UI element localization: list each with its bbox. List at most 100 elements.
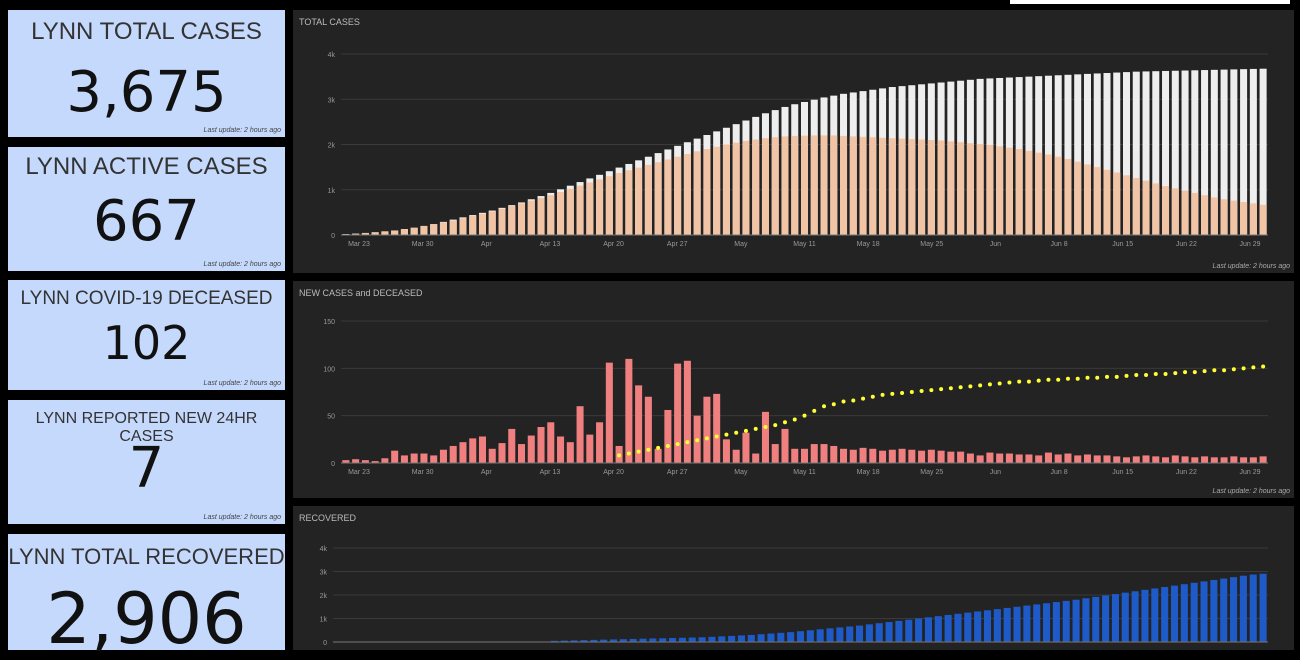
deceased-point xyxy=(656,445,661,450)
deceased-point xyxy=(831,402,836,407)
new-cases-bar xyxy=(352,459,360,463)
active-cases-bar xyxy=(908,139,916,235)
active-cases-bar xyxy=(1162,186,1170,235)
y-tick-label: 50 xyxy=(327,414,335,421)
deceased-point xyxy=(773,423,778,428)
recovered-bar xyxy=(1023,605,1031,642)
total-cases-bar xyxy=(1083,73,1091,235)
new-cases-bar xyxy=(361,460,369,463)
deceased-point xyxy=(929,388,934,393)
new-cases-bar xyxy=(732,449,740,463)
new-cases-bar xyxy=(1054,454,1062,463)
total-cases-bar xyxy=(1171,70,1179,236)
new-cases-bar xyxy=(771,444,779,463)
new-cases-bar xyxy=(469,438,477,463)
recovered-bar xyxy=(934,616,942,642)
new-cases-bar xyxy=(703,396,711,463)
total-cases-bar xyxy=(1122,72,1131,235)
deceased-point xyxy=(763,425,768,430)
active-cases-bar xyxy=(947,141,955,235)
new-cases-bar xyxy=(1152,456,1160,463)
active-cases-bar xyxy=(1142,180,1150,235)
recovered-bar xyxy=(983,610,992,642)
new-cases-bar xyxy=(664,409,672,463)
deceased-point xyxy=(802,413,807,418)
deceased-point xyxy=(900,390,905,395)
new-cases-bar xyxy=(488,448,496,463)
active-cases-bar xyxy=(1171,188,1179,235)
recovered-bar xyxy=(856,625,864,642)
new-cases-bar xyxy=(1210,457,1218,463)
deceased-point xyxy=(1056,377,1061,382)
active-cases-bar xyxy=(879,137,887,235)
new-cases-bar xyxy=(1113,456,1121,463)
active-cases-bar xyxy=(478,213,487,235)
deceased-point xyxy=(851,398,856,403)
stat-title: LYNN TOTAL RECOVERED xyxy=(8,544,285,569)
recovered-bar xyxy=(1249,574,1257,642)
active-cases-bar xyxy=(713,146,721,235)
active-cases-bar xyxy=(976,144,984,235)
new-cases-bar xyxy=(722,439,730,463)
x-tick-label: May xyxy=(734,241,748,248)
deceased-point xyxy=(685,440,690,445)
recovered-bar xyxy=(1052,602,1060,642)
active-cases-bar xyxy=(674,156,682,235)
recovered-bar xyxy=(728,635,736,642)
new-cases-bar xyxy=(537,427,545,463)
panel-total-cases: TOTAL CASES 0 1k 2k 3k 4k Mar 23 Mar 30 Apr Apr … xyxy=(293,10,1294,273)
active-cases-bar xyxy=(800,135,809,235)
new-cases-bar xyxy=(1171,455,1179,463)
active-cases-bar xyxy=(1191,192,1199,235)
new-cases-bar xyxy=(869,448,877,463)
active-cases-bar xyxy=(381,231,389,235)
new-cases-bar xyxy=(791,448,799,463)
x-tick-label: Apr 13 xyxy=(540,469,561,476)
active-cases-bar xyxy=(1054,156,1062,235)
recovered-bar xyxy=(964,612,972,642)
active-cases-bar xyxy=(840,135,848,235)
active-cases-bar xyxy=(966,143,974,235)
new-cases-bar xyxy=(1220,457,1228,463)
recovered-bar xyxy=(915,618,923,642)
active-cases-bar xyxy=(1122,175,1131,235)
y-tick-label: 0 xyxy=(331,461,335,468)
new-cases-bar xyxy=(713,393,721,463)
deceased-point xyxy=(743,428,748,433)
x-tick-label: Apr 20 xyxy=(603,241,624,248)
active-cases-bar xyxy=(927,139,935,235)
active-cases-bar xyxy=(1025,150,1033,235)
active-cases-bar xyxy=(1044,154,1052,235)
x-tick-label: May 18 xyxy=(857,469,880,476)
active-cases-bar xyxy=(859,136,867,235)
new-cases-bar xyxy=(742,432,750,463)
stat-value: 7 xyxy=(128,436,165,501)
recovered-bar xyxy=(1190,582,1198,642)
active-cases-bar xyxy=(1259,204,1267,235)
deceased-point xyxy=(890,391,895,396)
total-cases-bar xyxy=(1191,70,1199,235)
new-cases-bar xyxy=(752,453,760,463)
recovered-bar xyxy=(737,635,745,642)
active-cases-bar xyxy=(1240,201,1248,235)
recovered-bar xyxy=(1013,606,1021,642)
x-tick-label: May 11 xyxy=(793,469,816,476)
deceased-point xyxy=(1251,365,1256,370)
new-cases-bar xyxy=(908,449,916,463)
x-tick-label: Jun 29 xyxy=(1239,469,1260,476)
x-tick-label: Mar 23 xyxy=(348,469,370,476)
x-tick-label: Jun xyxy=(990,241,1001,248)
y-tick-label: 0 xyxy=(331,233,335,240)
deceased-point xyxy=(841,399,846,404)
panel-title: NEW CASES and DECEASED xyxy=(299,288,423,298)
new-cases-bar xyxy=(644,396,652,463)
active-cases-bar xyxy=(1005,147,1013,235)
total-cases-bar xyxy=(1093,73,1101,235)
recovered-bar xyxy=(944,614,952,642)
recovered-bar xyxy=(619,639,627,642)
new-cases-bar xyxy=(1005,453,1013,463)
deceased-point xyxy=(1046,377,1051,382)
active-cases-bar xyxy=(1113,172,1121,235)
stat-card-new-24hr: LYNN REPORTED NEW 24HR CASES 7 Last upda… xyxy=(8,400,285,524)
active-cases-bar xyxy=(361,232,369,235)
